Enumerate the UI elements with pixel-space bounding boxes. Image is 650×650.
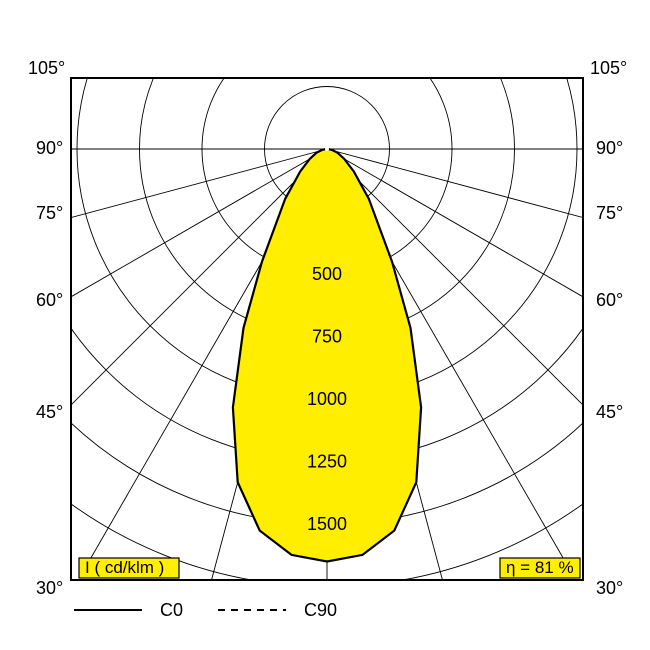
angle-label-left-45: 45° — [36, 402, 63, 422]
angle-label-right-30: 30° — [596, 578, 623, 598]
angle-label-left-75: 75° — [36, 203, 63, 223]
corner_left-text: I ( cd/klm ) — [85, 558, 164, 577]
legend-label-0: C0 — [160, 600, 183, 620]
angle-label-right-45: 45° — [596, 402, 623, 422]
radial-tick-label: 1500 — [307, 514, 347, 534]
distribution-curve — [233, 149, 421, 562]
radial-tick-label: 500 — [312, 264, 342, 284]
angle-label-right-105: 105° — [590, 58, 627, 78]
angle-label-right-60: 60° — [596, 290, 623, 310]
radial-tick-label: 1000 — [307, 389, 347, 409]
radial-tick-label: 1250 — [307, 452, 347, 472]
angle-label-left-105: 105° — [28, 58, 65, 78]
legend-label-1: C90 — [304, 600, 337, 620]
angle-label-right-90: 90° — [596, 138, 623, 158]
angle-label-left-90: 90° — [36, 138, 63, 158]
corner_right-text: η = 81 % — [506, 558, 574, 577]
angle-label-right-75: 75° — [596, 203, 623, 223]
angle-label-left-30: 30° — [36, 578, 63, 598]
radial-tick-label: 750 — [312, 327, 342, 347]
angle-label-left-60: 60° — [36, 290, 63, 310]
